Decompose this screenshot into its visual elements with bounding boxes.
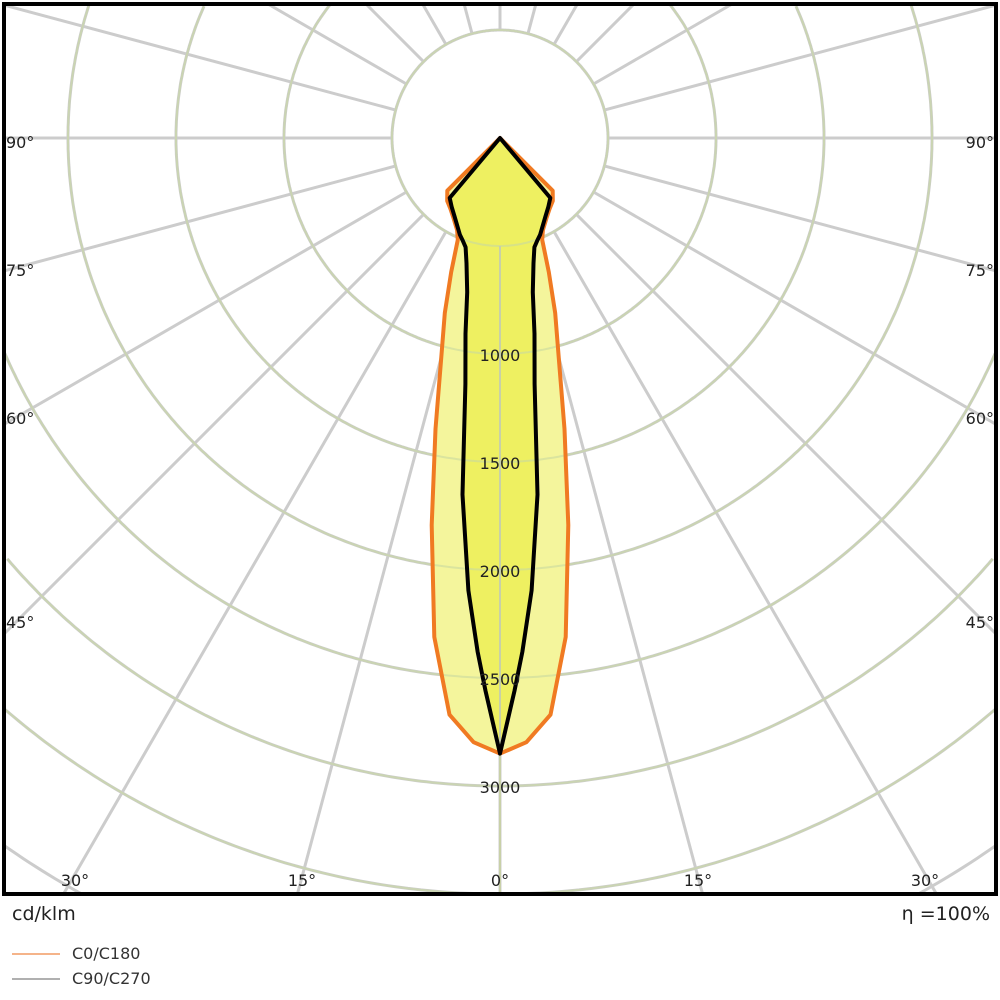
angle-label-bottom: 15° xyxy=(288,871,316,890)
angle-label-bottom: 30° xyxy=(61,871,89,890)
angle-label-right: 75° xyxy=(966,261,994,280)
grid-spoke xyxy=(603,4,996,112)
legend-label-c90: C90/C270 xyxy=(72,969,151,988)
angle-label-bottom: 30° xyxy=(911,871,939,890)
radial-tick-label: 3000 xyxy=(480,778,521,797)
plot-frame xyxy=(2,2,998,896)
grid-spoke xyxy=(364,4,425,63)
legend-label-c0: C0/C180 xyxy=(72,944,141,963)
grid-spoke xyxy=(4,213,425,636)
grid-spoke xyxy=(603,164,996,273)
unit-label: cd/klm xyxy=(12,903,76,925)
legend-item-c0: C0/C180 xyxy=(12,944,140,963)
grid-spoke xyxy=(267,4,408,86)
grid-ring-overlay xyxy=(283,4,717,355)
intensity-curves xyxy=(4,4,996,894)
radial-tick-label: 2500 xyxy=(480,670,521,689)
grid-ring-overlay xyxy=(4,352,996,679)
grid-spoke xyxy=(575,4,636,63)
grid-spoke xyxy=(462,4,474,35)
grid-spoke xyxy=(4,190,408,426)
grid-ring-overlay xyxy=(67,4,933,571)
angle-label-right: 45° xyxy=(966,613,994,632)
grid-spoke xyxy=(526,4,538,35)
angle-label-left: 60° xyxy=(6,409,34,428)
grid-ring-overlay xyxy=(175,5,825,463)
grid-spoke xyxy=(552,4,579,46)
radial-tick-label: 2000 xyxy=(480,562,521,581)
angle-label-left: 45° xyxy=(6,613,34,632)
c90-c270-curve xyxy=(447,136,553,756)
legend-item-c90: C90/C270 xyxy=(12,969,151,988)
radial-tick-label: 1000 xyxy=(480,346,521,365)
grid-spoke xyxy=(4,164,397,273)
angle-label-bottom: 15° xyxy=(684,871,712,890)
grid-spoke xyxy=(575,213,996,636)
grid-spoke xyxy=(592,4,733,86)
angle-label-right: 60° xyxy=(966,409,994,428)
angle-label-bottom: 0° xyxy=(491,871,509,890)
angle-label-left: 75° xyxy=(6,261,34,280)
legend-line-c90 xyxy=(12,977,60,980)
axis-labels: 1000 1500 2000 2500 3000 90° 90° 75° 75° 60° 60° 45… xyxy=(6,133,994,890)
angle-label-right: 90° xyxy=(966,133,994,152)
grid-spoke xyxy=(592,190,996,426)
grid-spoke xyxy=(4,4,397,112)
radial-tick-label: 1500 xyxy=(480,454,521,473)
grid-ring-overlay xyxy=(391,29,609,247)
angle-label-left: 90° xyxy=(6,133,34,152)
grid-ring-overlay xyxy=(4,707,996,894)
efficiency-label: η =100% xyxy=(901,903,990,925)
grid-ring-overlay xyxy=(6,558,994,787)
grid-spoke xyxy=(421,4,448,46)
legend-line-c0 xyxy=(12,952,60,955)
grid-spoke xyxy=(62,230,448,894)
grid-spoke xyxy=(552,230,938,894)
